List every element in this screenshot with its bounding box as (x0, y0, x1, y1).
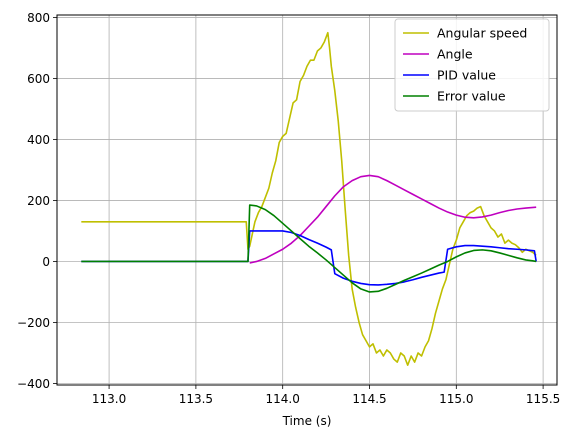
y-tick-label: 400 (27, 133, 50, 147)
x-tick-label: 115.0 (439, 392, 473, 406)
y-tick-label: 600 (27, 72, 50, 86)
plot-area-frame (56, 14, 558, 386)
series-line-angular-speed (81, 31, 537, 366)
x-tick-label: 113.0 (92, 392, 126, 406)
y-tick-label: 800 (27, 11, 50, 25)
legend-label: PID value (437, 68, 496, 83)
y-tick-label: −400 (17, 377, 50, 391)
series-line-pid-value (81, 230, 537, 286)
legend-label: Error value (437, 89, 506, 104)
x-axis-ticks: 113.0 113.5 114.0 114.5 115.0 115.5 (92, 385, 560, 406)
legend-label: Angular speed (437, 26, 527, 41)
legend-label: Angle (437, 47, 473, 62)
legend: Angular speed Angle PID value Error value (394, 18, 550, 112)
legend-box (394, 18, 550, 112)
y-tick-label: −200 (17, 316, 50, 330)
series-line-error-value (81, 204, 537, 293)
y-axis-ticks: −400 −200 0 200 400 600 800 (17, 11, 57, 391)
x-tick-label: 115.5 (526, 392, 560, 406)
series-lines (81, 31, 537, 366)
y-tick-label: 200 (27, 194, 50, 208)
x-axis-label: Time (s) (282, 414, 332, 428)
x-tick-label: 114.0 (266, 392, 300, 406)
y-tick-label: 0 (42, 255, 50, 269)
series-line-angle (249, 174, 537, 264)
x-tick-label: 114.5 (352, 392, 386, 406)
x-tick-label: 113.5 (179, 392, 213, 406)
